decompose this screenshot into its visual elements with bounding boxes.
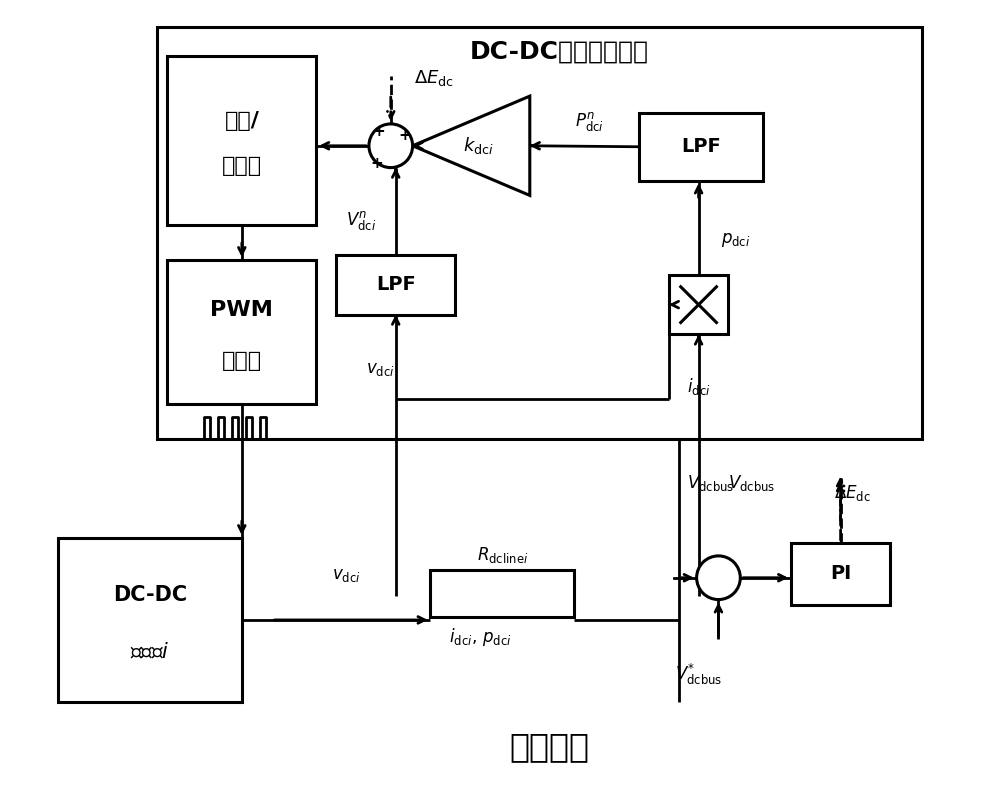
Text: $R_{\mathrm{dcline}i}$: $R_{\mathrm{dcline}i}$: [477, 545, 529, 565]
Bar: [669, 275, 728, 334]
Text: $V_{\mathrm{dcbus}}$: $V_{\mathrm{dcbus}}$: [687, 473, 734, 493]
Text: 发生器: 发生器: [222, 351, 262, 371]
Text: $\Delta E_{\mathrm{dc}}$: $\Delta E_{\mathrm{dc}}$: [834, 484, 871, 503]
Text: $\Delta E_{\mathrm{dc}}$: $\Delta E_{\mathrm{dc}}$: [414, 68, 453, 88]
Text: $V_{\mathrm{dcbus}}$: $V_{\mathrm{dcbus}}$: [728, 473, 776, 493]
Text: $i_{\mathrm{dc}i},\, p_{\mathrm{dc}i}$: $i_{\mathrm{dc}i},\, p_{\mathrm{dc}i}$: [449, 626, 512, 649]
Text: LPF: LPF: [376, 276, 416, 295]
Bar: [639, 113, 763, 180]
Text: $k_{\mathrm{dc}i}$: $k_{\mathrm{dc}i}$: [463, 135, 494, 156]
Bar: [157, 27, 922, 439]
Text: PI: PI: [830, 565, 851, 584]
Text: PWM: PWM: [210, 300, 273, 320]
Text: 直流母线: 直流母线: [510, 730, 590, 763]
Text: $v_{\mathrm{dc}i}$: $v_{\mathrm{dc}i}$: [366, 360, 395, 378]
Text: +: +: [398, 129, 411, 144]
Text: $P_{\mathrm{dc}i}^{n}$: $P_{\mathrm{dc}i}^{n}$: [575, 110, 604, 133]
Text: $v_{\mathrm{dc}i}$: $v_{\mathrm{dc}i}$: [332, 566, 360, 584]
Text: 电流环: 电流环: [222, 156, 262, 176]
Circle shape: [697, 556, 740, 599]
Text: $p_{\mathrm{dc}i}$: $p_{\mathrm{dc}i}$: [721, 231, 750, 249]
Text: $V_{\mathrm{dc}i}^{n}$: $V_{\mathrm{dc}i}^{n}$: [346, 209, 376, 232]
Text: DC-DC变换器控制器: DC-DC变换器控制器: [470, 40, 649, 64]
Bar: [430, 570, 574, 618]
Text: $i_{\mathrm{dc}i}$: $i_{\mathrm{dc}i}$: [687, 376, 710, 396]
Text: DC-DC: DC-DC: [113, 585, 187, 605]
Bar: [336, 255, 455, 314]
Text: LPF: LPF: [681, 137, 721, 156]
Text: 变换器$i$: 变换器$i$: [130, 642, 170, 663]
Bar: [58, 538, 242, 702]
Text: 电压/: 电压/: [224, 110, 259, 130]
Text: $V_{\mathrm{dcbus}}^{*}$: $V_{\mathrm{dcbus}}^{*}$: [675, 661, 722, 687]
Text: +: +: [372, 125, 385, 140]
Bar: [167, 260, 316, 404]
Text: +: +: [370, 156, 383, 172]
Circle shape: [369, 124, 413, 168]
Bar: [167, 56, 316, 225]
Bar: [791, 543, 890, 604]
